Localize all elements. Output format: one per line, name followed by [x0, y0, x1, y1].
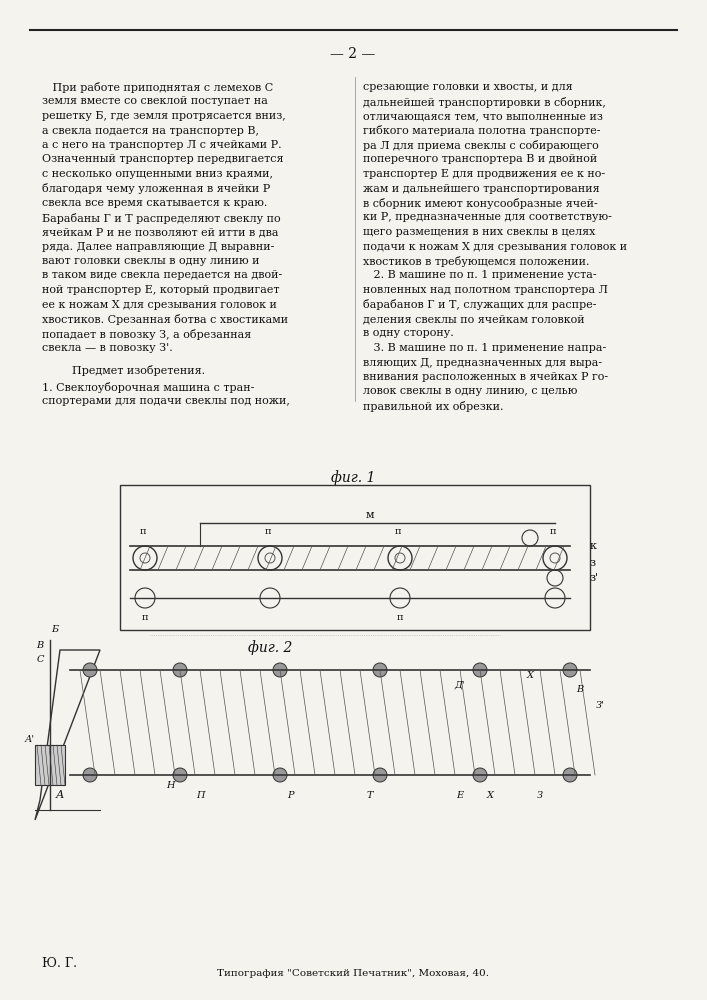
Text: ра Л для приема свеклы с собирающего: ра Л для приема свеклы с собирающего	[363, 140, 599, 151]
Text: новленных над полотном транспортера Л: новленных над полотном транспортера Л	[363, 285, 608, 295]
Text: а свекла подается на транспортер В,: а свекла подается на транспортер В,	[42, 125, 259, 135]
Text: к: к	[590, 541, 597, 551]
Text: з: з	[590, 558, 596, 568]
Text: в сборник имеют конусообразные ячей-: в сборник имеют конусообразные ячей-	[363, 198, 597, 209]
Text: Предмет изобретения.: Предмет изобретения.	[72, 365, 205, 376]
Circle shape	[273, 663, 287, 677]
Text: Д': Д'	[455, 680, 465, 690]
Bar	[35, 745, 65, 785]
Text: благодаря чему уложенная в ячейки Р: благодаря чему уложенная в ячейки Р	[42, 184, 270, 194]
Text: ки Р, предназначенные для соответствую-: ки Р, предназначенные для соответствую-	[363, 213, 612, 223]
Text: с несколько опущенными вниз краями,: с несколько опущенными вниз краями,	[42, 169, 273, 179]
Text: п: п	[141, 613, 148, 622]
Bar	[120, 485, 590, 630]
Text: свекла все время скатывается к краю.: свекла все время скатывается к краю.	[42, 198, 267, 208]
Text: п: п	[395, 527, 402, 536]
Text: В: В	[576, 686, 583, 694]
Text: транспортер Е для продвижения ее к но-: транспортер Е для продвижения ее к но-	[363, 169, 605, 179]
Text: В: В	[37, 641, 44, 650]
Text: п: п	[264, 527, 271, 536]
Text: барабанов Г и Т, служащих для распре-: барабанов Г и Т, служащих для распре-	[363, 300, 597, 310]
Text: — 2 —: — 2 —	[330, 47, 375, 61]
Text: з': з'	[590, 573, 599, 583]
Circle shape	[563, 768, 577, 782]
Text: решетку Б, где земля протрясается вниз,: решетку Б, где земля протрясается вниз,	[42, 111, 286, 121]
Text: правильной их обрезки.: правильной их обрезки.	[363, 401, 503, 412]
Text: ловок свеклы в одну линию, с целью: ловок свеклы в одну линию, с целью	[363, 386, 578, 396]
Text: А: А	[56, 790, 64, 800]
Text: м: м	[366, 510, 374, 520]
Circle shape	[563, 663, 577, 677]
Text: попадает в повозку З, а обрезанная: попадает в повозку З, а обрезанная	[42, 328, 251, 340]
Text: отличающаяся тем, что выполненные из: отличающаяся тем, что выполненные из	[363, 111, 603, 121]
Text: в одну сторону.: в одну сторону.	[363, 328, 454, 338]
Text: свекла — в повозку З'.: свекла — в повозку З'.	[42, 343, 173, 353]
Text: Означенный транспортер передвигается: Означенный транспортер передвигается	[42, 154, 284, 164]
Text: При работе приподнятая с лемехов С: При работе приподнятая с лемехов С	[42, 82, 273, 93]
Text: щего размещения в них свеклы в целях: щего размещения в них свеклы в целях	[363, 227, 595, 237]
Text: срезающие головки и хвосты, и для: срезающие головки и хвосты, и для	[363, 82, 573, 92]
Circle shape	[373, 663, 387, 677]
Text: П: П	[196, 790, 204, 800]
Text: З: З	[537, 790, 543, 800]
Circle shape	[173, 663, 187, 677]
Text: Е: Е	[457, 790, 464, 800]
Text: Х: Х	[527, 670, 534, 680]
Text: ее к ножам Х для срезывания головок и: ее к ножам Х для срезывания головок и	[42, 300, 277, 310]
Text: Ю. Г.: Ю. Г.	[42, 957, 77, 970]
Text: Б: Б	[52, 626, 59, 635]
Circle shape	[473, 768, 487, 782]
Text: в таком виде свекла передается на двой-: в таком виде свекла передается на двой-	[42, 270, 282, 280]
Text: а с него на транспортер Л с ячейками Р.: а с него на транспортер Л с ячейками Р.	[42, 140, 281, 150]
Circle shape	[173, 768, 187, 782]
Circle shape	[83, 768, 97, 782]
Text: земля вместе со свеклой поступает на: земля вместе со свеклой поступает на	[42, 97, 268, 106]
Text: ячейкам Р и не позволяют ей итти в два: ячейкам Р и не позволяют ей итти в два	[42, 227, 279, 237]
Text: Барабаны Г и Т распределяют свеклу по: Барабаны Г и Т распределяют свеклу по	[42, 213, 281, 224]
Text: З': З'	[595, 700, 604, 710]
Text: 1. Свеклоуборочная машина с тран-: 1. Свеклоуборочная машина с тран-	[42, 382, 255, 393]
Text: С: С	[36, 656, 44, 664]
Text: хвостиков в требующемся положении.: хвостиков в требующемся положении.	[363, 256, 590, 267]
Text: п: п	[140, 527, 146, 536]
Text: п: п	[397, 613, 403, 622]
Circle shape	[473, 663, 487, 677]
Text: п: п	[550, 527, 556, 536]
Text: жам и дальнейшего транспортирования: жам и дальнейшего транспортирования	[363, 184, 600, 194]
Text: Т: Т	[367, 790, 373, 800]
Text: фиг. 1: фиг. 1	[331, 470, 375, 485]
Text: Р: Р	[287, 790, 293, 800]
Circle shape	[83, 663, 97, 677]
Text: внивания расположенных в ячейках Р го-: внивания расположенных в ячейках Р го-	[363, 372, 608, 382]
Circle shape	[273, 768, 287, 782]
Text: гибкого материала полотна транспорте-: гибкого материала полотна транспорте-	[363, 125, 600, 136]
Text: подачи к ножам Х для срезывания головок и: подачи к ножам Х для срезывания головок …	[363, 241, 627, 251]
Circle shape	[373, 768, 387, 782]
Text: 2. В машине по п. 1 применение уста-: 2. В машине по п. 1 применение уста-	[363, 270, 597, 280]
Text: фиг. 2: фиг. 2	[248, 640, 292, 655]
Text: Х: Х	[486, 790, 493, 800]
Text: Н: Н	[165, 780, 174, 790]
Text: спортерами для подачи свеклы под ножи,: спортерами для подачи свеклы под ножи,	[42, 396, 290, 406]
Text: вают головки свеклы в одну линию и: вают головки свеклы в одну линию и	[42, 256, 259, 266]
Text: дальнейшей транспортировки в сборник,: дальнейшей транспортировки в сборник,	[363, 97, 606, 107]
Text: хвостиков. Срезанная ботва с хвостиками: хвостиков. Срезанная ботва с хвостиками	[42, 314, 288, 325]
Text: ной транспортер Е, который продвигает: ной транспортер Е, который продвигает	[42, 285, 279, 295]
Text: деления свеклы по ячейкам головкой: деления свеклы по ячейкам головкой	[363, 314, 585, 324]
Text: вляющих Д, предназначенных для выра-: вляющих Д, предназначенных для выра-	[363, 358, 602, 367]
Text: поперечного транспортера В и двойной: поперечного транспортера В и двойной	[363, 154, 597, 164]
Text: Типография "Советский Печатник", Моховая, 40.: Типография "Советский Печатник", Моховая…	[217, 969, 489, 978]
Text: А': А'	[25, 736, 35, 744]
Text: 3. В машине по п. 1 применение напра-: 3. В машине по п. 1 применение напра-	[363, 343, 606, 353]
Text: ряда. Далее направляющие Д выравни-: ряда. Далее направляющие Д выравни-	[42, 241, 274, 251]
